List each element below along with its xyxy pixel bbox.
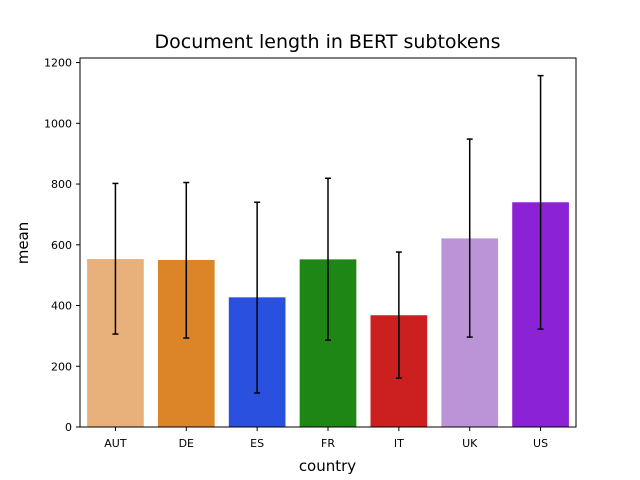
error-bar-aut: [112, 182, 119, 335]
x-tick-label-aut: AUT: [104, 437, 127, 450]
x-axis-label: country: [299, 457, 356, 475]
y-tick-label-1000: 1000: [44, 117, 72, 130]
plot-area: 0 200 400 600 800 1000 1200 AUT DE ES FR IT UK US: [44, 57, 577, 450]
x-tick-label-fr: FR: [321, 437, 335, 450]
chart-title: Document length in BERT subtokens: [155, 31, 501, 53]
y-axis-label: mean: [14, 222, 32, 265]
x-tick-label-es: ES: [250, 437, 264, 450]
x-tick-label-us: US: [533, 437, 548, 450]
y-tick-label-600: 600: [51, 239, 72, 252]
error-bar-de: [183, 181, 190, 339]
y-tick-label-200: 200: [51, 360, 72, 373]
error-bar-es: [254, 201, 261, 394]
y-tick-label-1200: 1200: [44, 57, 72, 70]
x-tick-label-it: IT: [394, 437, 404, 450]
error-bar-uk: [466, 138, 473, 338]
y-tick-label-800: 800: [51, 178, 72, 191]
x-tick-label-uk: UK: [462, 437, 478, 450]
error-bar-it: [395, 251, 402, 379]
y-tick-label-400: 400: [51, 300, 72, 313]
error-bar-us: [537, 74, 544, 330]
x-tick-label-de: DE: [179, 437, 194, 450]
error-bar-fr: [325, 177, 331, 341]
y-tick-label-0: 0: [65, 421, 72, 434]
